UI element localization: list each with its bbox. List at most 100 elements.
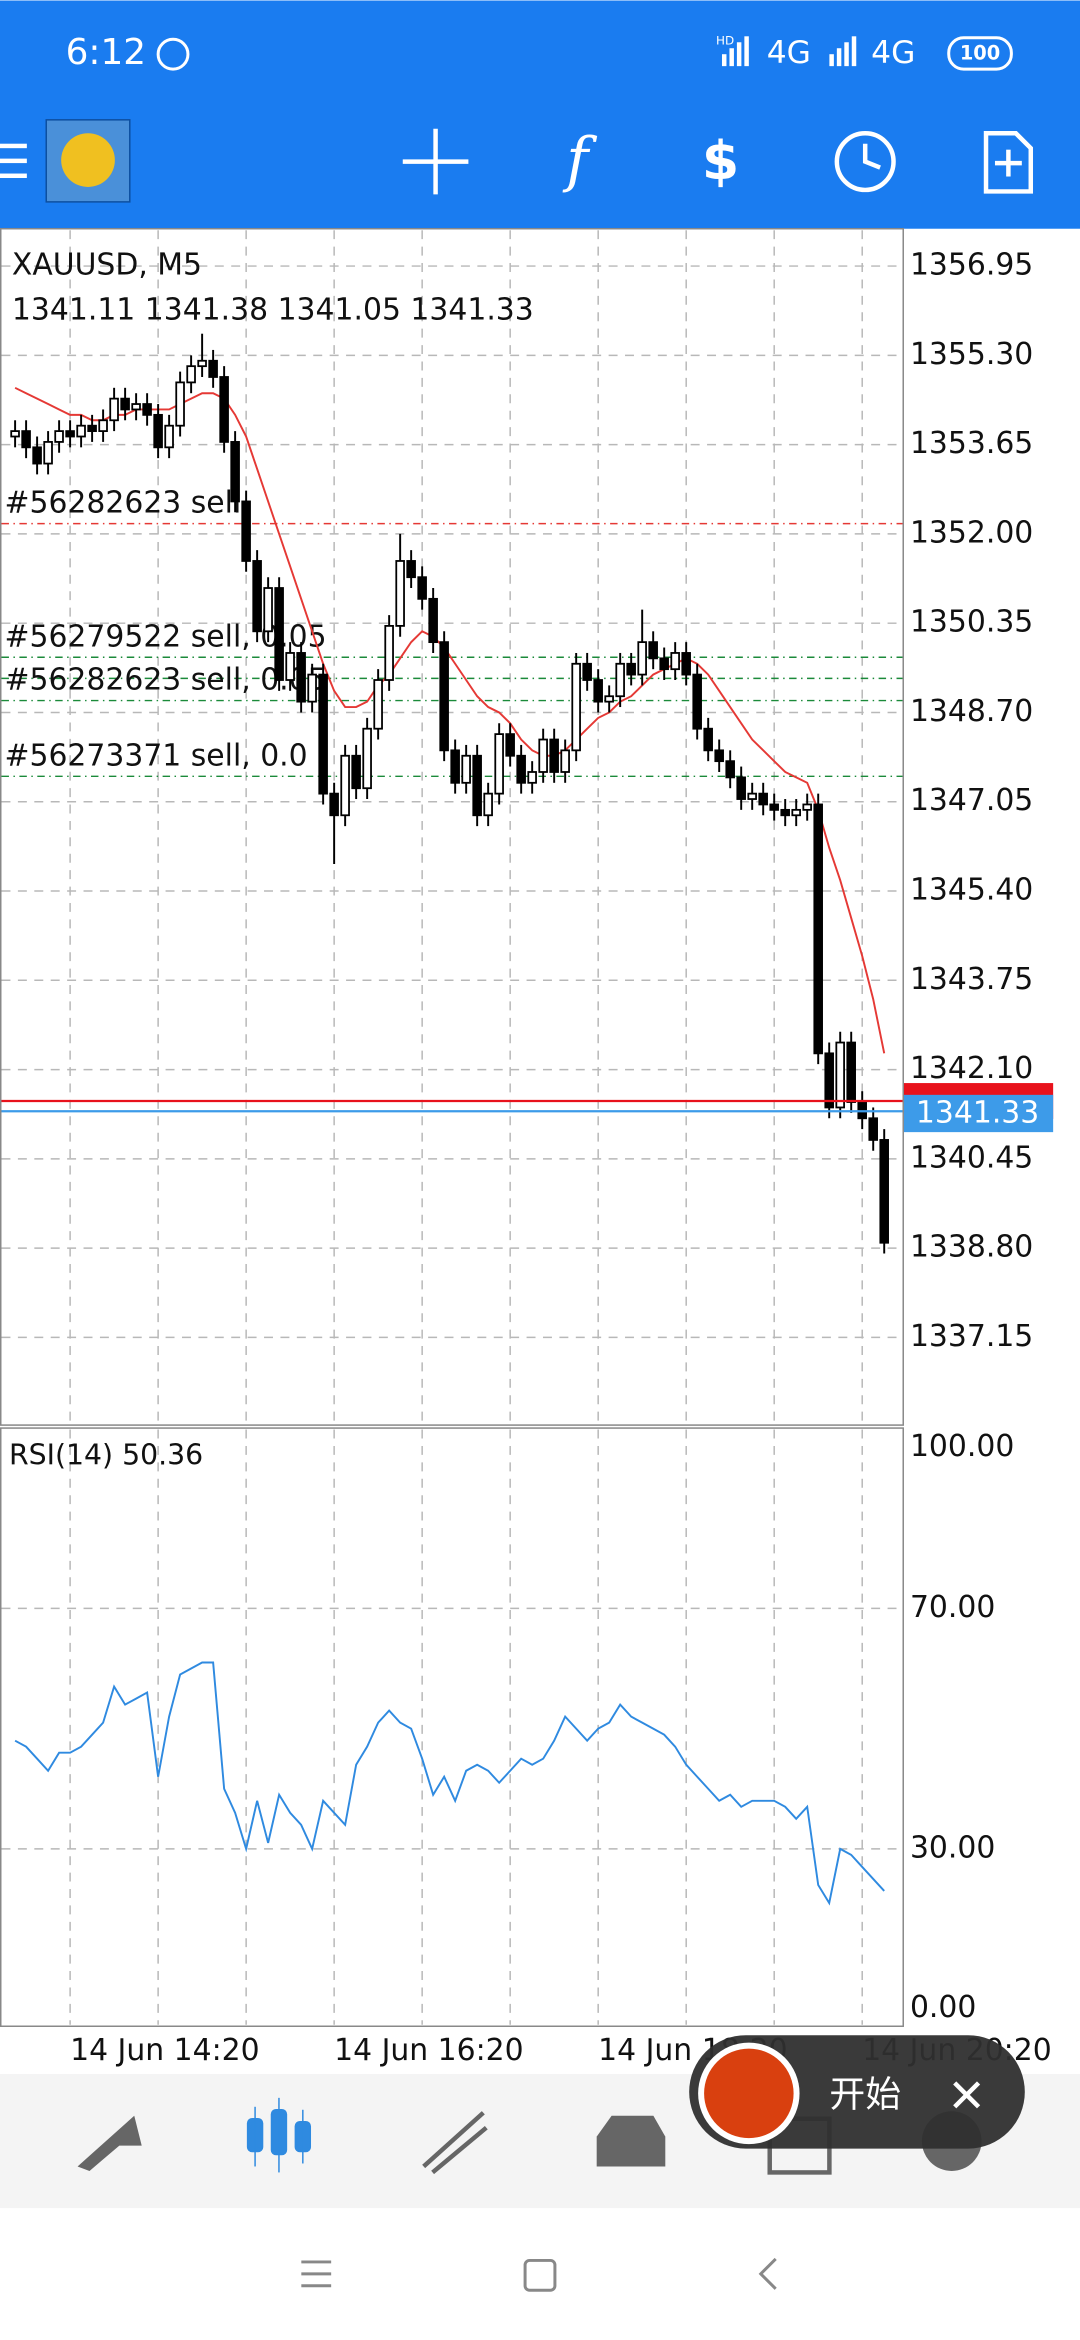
candle-body <box>98 419 108 432</box>
y-tick-label: 100.00 <box>910 1429 1014 1464</box>
template-button[interactable] <box>983 131 1034 194</box>
candle-body <box>527 771 537 784</box>
candle-body <box>703 727 713 752</box>
indicator-title: RSI(14) 50.36 <box>9 1438 203 1471</box>
candle-body <box>208 359 218 378</box>
candle-body <box>736 776 746 800</box>
candle-body <box>329 792 339 817</box>
crosshair-button[interactable] <box>402 128 469 195</box>
candle-body <box>879 1139 889 1244</box>
candle-body <box>780 808 790 817</box>
candle-body <box>593 679 603 703</box>
candle-body <box>549 738 559 773</box>
candle-body <box>670 652 680 671</box>
candle-body <box>813 803 823 1055</box>
order-label: #56282623 sell <box>4 486 241 521</box>
system-nav <box>0 2208 1080 2340</box>
candle-body <box>626 662 636 676</box>
candle-body <box>450 749 460 784</box>
y-tick-label: 1348.70 <box>910 694 1033 729</box>
y-tick-label: 1345.40 <box>910 873 1033 908</box>
candle-body <box>725 760 735 779</box>
record-label[interactable]: 开始 <box>829 2074 901 2115</box>
order-label: #56273371 sell, 0.0 <box>4 738 307 773</box>
y-tick-label: 1353.65 <box>910 426 1033 461</box>
period-button[interactable] <box>834 131 896 193</box>
candle-body <box>65 430 75 438</box>
y-tick-label: 1355.30 <box>910 337 1033 372</box>
candle-body <box>846 1041 856 1103</box>
candle-body <box>604 695 614 703</box>
y-tick-label: 1340.45 <box>910 1140 1033 1175</box>
top-bar <box>0 0 1080 229</box>
trade-tab[interactable] <box>422 2111 488 2175</box>
system-nav-icons[interactable] <box>301 2257 777 2292</box>
candle-body <box>43 441 53 465</box>
chart-tab[interactable] <box>246 2097 312 2173</box>
signal-icon-2 <box>829 36 857 67</box>
bid-label: 1341.33 <box>916 1096 1039 1131</box>
y-tick-label: 1342.10 <box>910 1051 1033 1086</box>
candle-body <box>219 376 229 443</box>
candle-body <box>340 754 350 817</box>
candle-body <box>428 597 438 644</box>
chart-title: XAUUSD, M5 <box>12 248 202 283</box>
candle-body <box>21 430 31 449</box>
candle-body <box>109 397 119 422</box>
y-tick-label: 0.00 <box>910 1990 976 2025</box>
candle-body <box>571 662 581 752</box>
candle-body <box>824 1052 834 1109</box>
y-tick-label: 1352.00 <box>910 515 1033 550</box>
x-tick-label: 14 Jun 14:20 <box>70 2033 260 2068</box>
quotes-tab[interactable] <box>77 2115 142 2171</box>
hd-label: HD <box>716 33 734 47</box>
history-tab[interactable] <box>596 2115 666 2167</box>
candle-body <box>131 403 141 411</box>
candle-body <box>318 673 328 795</box>
y-tick-label: 1338.80 <box>910 1230 1033 1265</box>
signal-icon <box>721 36 749 67</box>
candle-body <box>483 792 493 817</box>
candle-body <box>615 662 625 698</box>
candle-body <box>560 749 570 773</box>
candle-body <box>758 792 768 806</box>
candle-body <box>681 652 691 676</box>
candle-body <box>87 424 97 432</box>
candle-body <box>637 641 647 676</box>
record-button[interactable] <box>704 2048 794 2139</box>
app-logo-mark <box>61 133 115 187</box>
y-tick-label: 1343.75 <box>910 962 1033 997</box>
bid-label-box <box>903 1094 1054 1133</box>
candle-body <box>54 430 64 443</box>
rsi-line <box>14 1661 885 1906</box>
order-label: #56279522 sell, 0.05 <box>4 619 326 654</box>
menu-button[interactable] <box>0 143 27 179</box>
candle-body <box>10 430 20 438</box>
candle-body <box>835 1041 845 1109</box>
candle-body <box>197 359 207 368</box>
candle-body <box>32 446 42 465</box>
candle-body <box>692 673 702 730</box>
candle-body <box>769 803 779 811</box>
order-label: #56282623 sell, 0.05 <box>4 663 326 698</box>
record-close[interactable] <box>953 2081 981 2109</box>
trade-button[interactable]: $ <box>702 129 739 192</box>
candle-body <box>76 424 86 438</box>
candle-body <box>791 808 801 817</box>
network-label: 4G <box>767 35 811 71</box>
moving-average <box>14 386 886 1054</box>
x-tick-label: 14 Jun 16:20 <box>334 2033 524 2068</box>
candle-body <box>538 738 548 773</box>
candle-body <box>285 652 295 681</box>
alarm-icon <box>156 37 190 71</box>
y-tick-label: 1350.35 <box>910 605 1033 640</box>
battery-level: 100 <box>960 42 1000 65</box>
candle-body <box>868 1117 878 1141</box>
candle-body <box>417 576 427 600</box>
candle-body <box>384 624 394 681</box>
candle-body <box>373 679 383 730</box>
candle-body <box>395 560 405 627</box>
candle-body <box>802 803 812 811</box>
